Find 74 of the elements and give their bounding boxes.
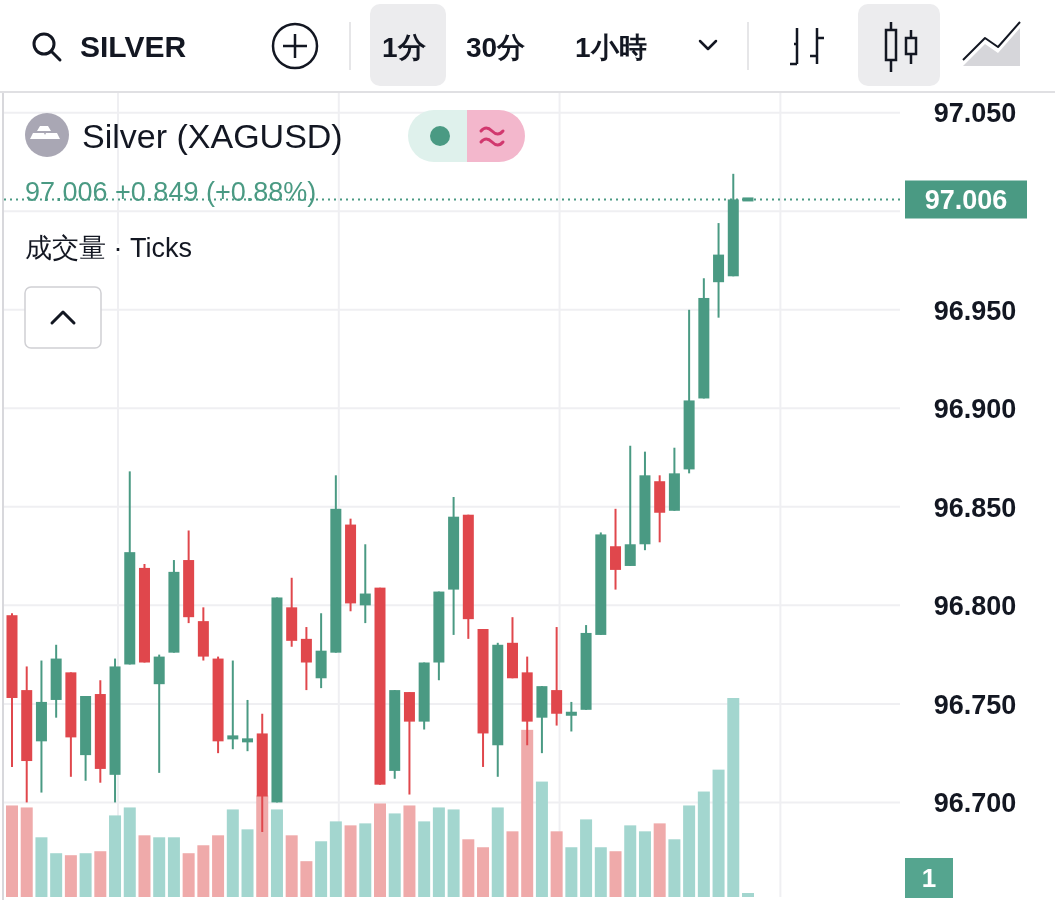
bar — [285, 835, 298, 897]
y-tick-label: 96.800 — [933, 591, 1017, 622]
candlestick — [624, 444, 636, 567]
text: 30分 — [466, 32, 527, 63]
bar — [94, 851, 107, 897]
bar — [624, 825, 637, 897]
bar — [35, 837, 48, 897]
bar — [20, 807, 33, 897]
bar — [403, 805, 416, 897]
bar — [462, 839, 475, 897]
bar — [270, 809, 283, 897]
bar — [329, 821, 342, 897]
bar — [580, 819, 593, 897]
text: SILVER — [80, 30, 187, 63]
bar — [109, 815, 122, 897]
bar — [138, 835, 151, 897]
text: 1小時 — [575, 32, 647, 63]
bar — [226, 809, 239, 897]
bar — [447, 809, 460, 897]
y-tick-label: 97.050 — [933, 98, 1017, 129]
bar — [123, 807, 136, 897]
bar — [359, 823, 372, 897]
bar — [506, 831, 519, 897]
bar — [697, 791, 710, 897]
bar — [315, 841, 328, 897]
bar — [212, 835, 225, 897]
bar — [683, 805, 696, 897]
bar — [241, 829, 254, 897]
bar — [727, 698, 740, 897]
bar — [197, 845, 210, 897]
text: 97.006 +0.849 (+0.88%) — [25, 177, 317, 207]
bar — [167, 837, 180, 897]
candlestick — [227, 659, 239, 751]
text: Silver (XAGUSD) — [82, 117, 343, 155]
bar — [64, 855, 77, 897]
text: 1分 — [382, 32, 427, 63]
candlestick — [565, 700, 577, 733]
candlestick — [242, 698, 254, 753]
bar — [535, 781, 548, 897]
bar — [550, 831, 563, 897]
y-tick-label: 96.900 — [933, 394, 1017, 425]
bar — [712, 769, 725, 897]
bar — [50, 853, 63, 897]
bar — [742, 893, 754, 897]
text: 1 — [921, 863, 937, 894]
bar — [182, 853, 195, 897]
bar — [388, 813, 401, 897]
candlestick — [610, 507, 622, 591]
chart-title: 成交量 · Ticks — [25, 233, 192, 263]
bar — [477, 847, 490, 897]
bar — [521, 729, 534, 897]
bar — [565, 847, 578, 897]
bar — [609, 851, 622, 897]
y-tick-label: 96.750 — [933, 689, 1017, 720]
bar — [432, 807, 445, 897]
bar — [374, 803, 386, 897]
bar — [79, 853, 92, 897]
ref-line-label: 97.006 — [924, 185, 1008, 216]
bar — [668, 839, 681, 897]
bar — [594, 847, 607, 897]
candlestick — [551, 626, 563, 727]
y-tick-label: 96.700 — [933, 788, 1017, 819]
bar — [653, 823, 666, 897]
bar — [344, 825, 357, 897]
bar — [418, 821, 431, 897]
bar — [638, 831, 651, 897]
candlestick — [359, 543, 371, 625]
y-tick-label: 96.850 — [933, 492, 1017, 523]
bar — [153, 837, 166, 897]
bar — [6, 805, 18, 897]
y-tick-label: 96.950 — [933, 295, 1017, 326]
bar — [300, 861, 313, 897]
bar — [491, 807, 504, 897]
candlestick — [300, 626, 312, 692]
